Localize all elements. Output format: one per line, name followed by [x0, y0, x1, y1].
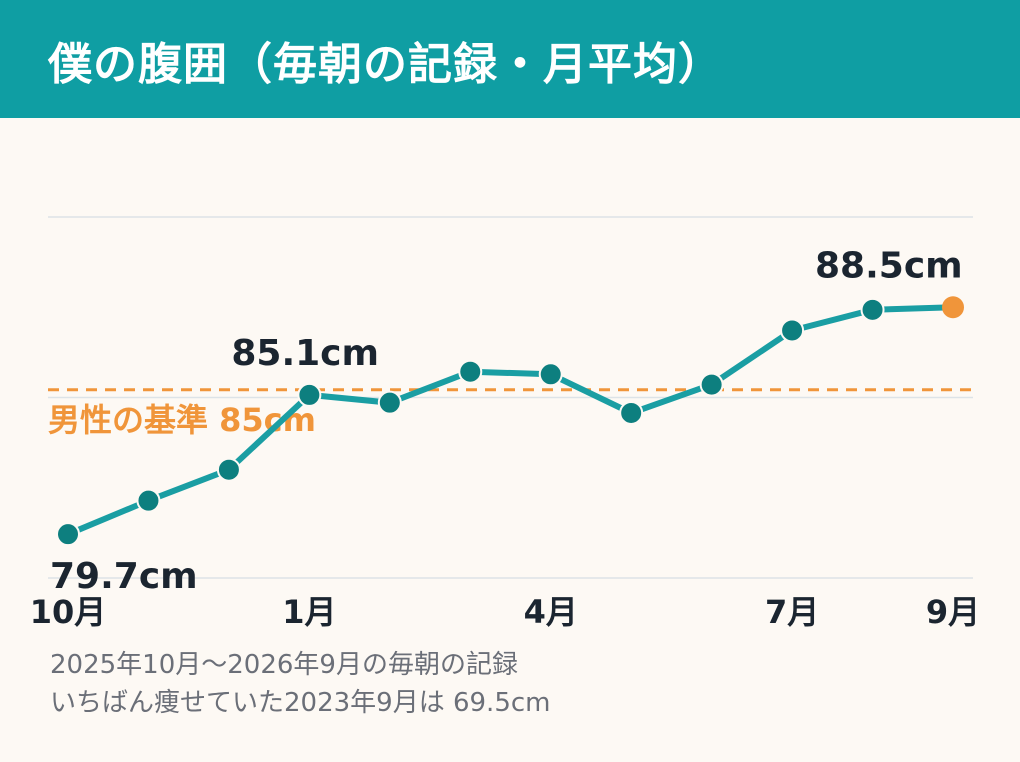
series-line — [65, 304, 956, 538]
data-point-10月 — [56, 522, 80, 547]
caption-lowest-record: いちばん痩せていた2023年9月は 69.5cm — [50, 688, 551, 718]
data-point-12月 — [216, 457, 241, 482]
x-tick-label-9月: 9月 — [926, 593, 980, 631]
waist-line-chart: 男性の基準 85cm 79.7cm 85.1cm 88.5cm 10月 1月 4月 7月 9月 — [30, 216, 980, 631]
data-label-10月: 79.7cm — [50, 556, 198, 597]
data-label-1月: 85.1cm — [231, 333, 379, 374]
x-tick-label-4月: 4月 — [524, 593, 578, 631]
data-point-6月 — [699, 372, 724, 397]
data-point-1月 — [297, 382, 322, 407]
data-point-2月 — [377, 390, 402, 415]
x-tick-label-1月: 1月 — [282, 593, 336, 631]
reference-line-label: 男性の基準 85cm — [48, 401, 316, 439]
data-point-3月 — [458, 359, 483, 384]
data-point-8月 — [860, 297, 885, 322]
page-title: 僕の腹囲（毎朝の記録・月平均） — [48, 39, 723, 90]
data-point-4月 — [538, 362, 563, 387]
x-tick-label-7月: 7月 — [765, 593, 819, 631]
data-point-7月 — [780, 318, 805, 343]
caption-period: 2025年10月〜2026年9月の毎朝の記録 — [50, 650, 518, 680]
data-point-5月 — [619, 400, 644, 425]
header-bar: 僕の腹囲（毎朝の記録・月平均） — [0, 0, 1020, 118]
data-point-11月 — [136, 488, 161, 513]
data-point-9月 — [942, 296, 964, 319]
x-tick-label-10月: 10月 — [30, 593, 107, 631]
data-label-9月: 88.5cm — [815, 245, 963, 286]
